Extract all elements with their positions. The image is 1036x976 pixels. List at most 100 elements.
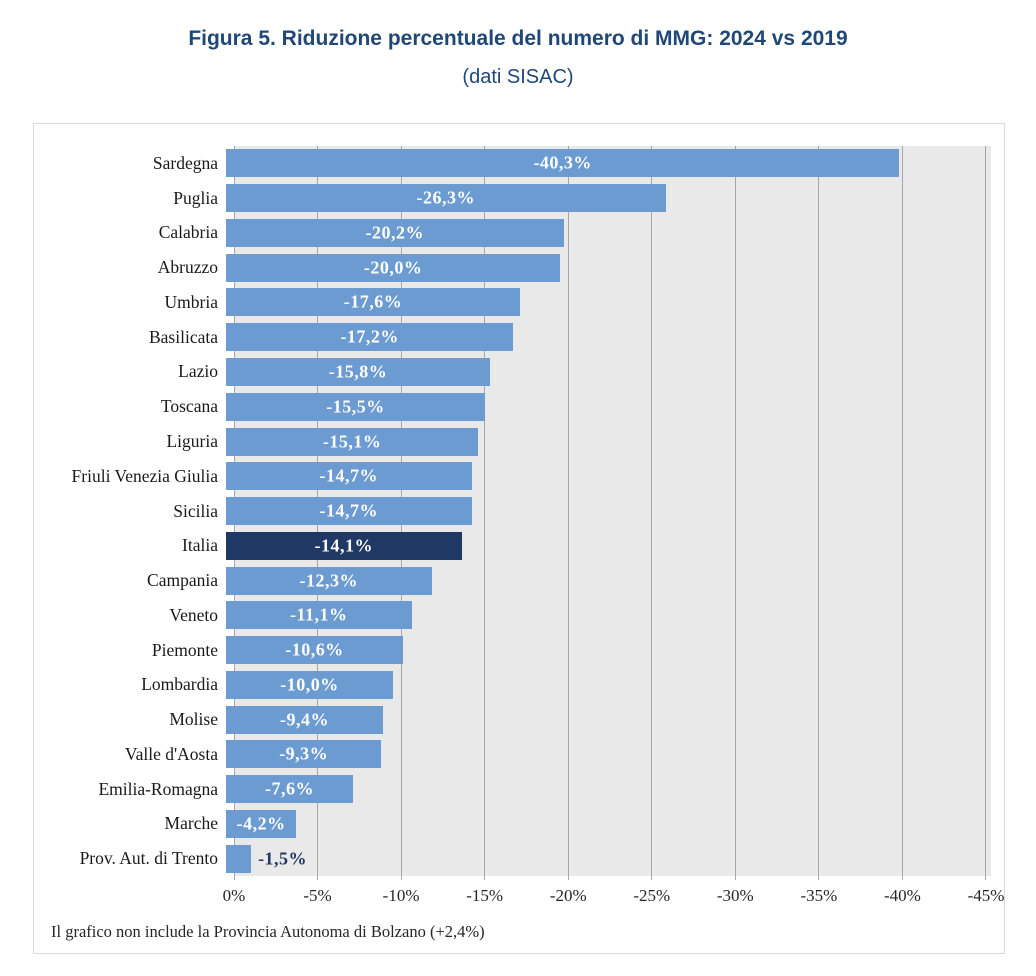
value-label: -26,3% [416,187,475,208]
axis-tick [567,876,569,880]
axis-tick [484,876,486,880]
x-axis-label--45%: -45% [967,886,1005,905]
value-label: -12,3% [299,570,358,591]
bar-track: -10,0% [226,670,991,699]
bar-row: Lazio -15,8% [34,355,991,390]
bar: -20,2% [226,218,564,247]
bar-track: -26,3% [226,184,991,213]
bar-track: -15,5% [226,392,991,421]
axis-tick [651,876,653,880]
bar-row: Lombardia -10,0% [34,667,991,702]
value-label: -15,1% [322,431,382,451]
bar: -20,0% [226,253,561,282]
bar-track: -20,2% [226,218,991,247]
bar: -26,3% [226,184,666,213]
value-label: -10,6% [285,639,344,660]
axis-tick [985,876,987,880]
chart-title: Figura 5. Riduzione percentuale del nume… [188,27,848,50]
bar-row: Emilia-Romagna -7,6% [34,772,991,807]
x-axis-label--15%: -15% [466,886,504,905]
bar-track: -11,1% [226,601,991,630]
bar: -10,6% [226,636,404,665]
axis-tick [317,876,319,880]
axis-tick [400,876,402,880]
value-label: -17,6% [343,291,403,312]
bar-row: Veneto -11,1% [34,598,991,633]
bar-row: Campania -12,3% [34,563,991,598]
bar-track: -15,1% [226,427,991,456]
value-label: -7,6% [265,778,314,799]
bar: -14,1% [226,531,462,560]
bar-track: -20,0% [226,253,991,282]
bar-row: Marche -4,2% [34,807,991,842]
value-label: -10,0% [280,674,339,695]
bar-track: -1,5% [226,844,991,873]
category-label: Campania [147,570,218,591]
value-label: -1,5% [258,848,308,869]
value-label: -14,1% [314,535,374,556]
gridline--25% [651,146,653,876]
bar-track: -12,3% [226,566,991,595]
bar-row: Puglia -26,3% [34,181,991,216]
bar-row: Friuli Venezia Giulia -14,7% [34,459,991,494]
chart-header: Figura 5. Riduzione percentuale del nume… [0,28,1036,89]
bar: -9,3% [226,740,382,769]
chart-subtitle: (dati SISAC) [462,66,574,88]
category-label: Prov. Aut. di Trento [79,848,218,869]
bar-row: Abruzzo -20,0% [34,250,991,285]
bar-track: -17,2% [226,323,991,352]
category-label: Piemonte [151,639,218,660]
bar: -4,2% [226,809,297,838]
bar: -40,3% [226,149,900,178]
bar [226,844,252,873]
gridline--15% [484,146,486,876]
category-label: Umbria [164,291,218,312]
value-label: -9,4% [280,709,330,730]
bar-track: -40,3% [226,149,991,178]
category-label: Valle d'Aosta [124,743,218,764]
bar-row: Liguria -15,1% [34,424,991,459]
category-label: Emilia-Romagna [98,778,218,799]
value-label: -40,3% [533,152,592,173]
bar-track: -14,7% [226,462,991,491]
category-label: Calabria [158,222,218,243]
bar-track: -7,6% [226,775,991,804]
x-axis-label-0%: 0% [222,886,246,905]
x-axis-label--35%: -35% [800,886,838,905]
category-label: Toscana [160,396,218,417]
value-label: -11,1% [289,604,348,625]
bar: -7,6% [226,775,353,804]
value-label: -20,0% [363,257,423,278]
value-label: -9,3% [279,743,329,764]
gridline--30% [734,146,736,876]
category-label: Sicilia [173,500,218,521]
bar-row: Prov. Aut. di Trento -1,5% [34,841,991,876]
bar: -15,1% [226,427,479,456]
category-label: Veneto [169,604,218,625]
bar-row: Molise -9,4% [34,702,991,737]
gridline--20% [567,146,569,876]
x-axis-label--30%: -30% [716,886,754,905]
bar: -14,7% [226,497,472,526]
chart-area: Sardegna -40,3% Puglia -26,3% Calabria -20,2%… [33,123,1005,954]
category-label: Puglia [173,187,218,208]
bar: -17,6% [226,288,521,317]
category-label: Liguria [166,431,218,451]
axis-tick [818,876,820,880]
bar: -15,5% [226,392,485,421]
bar-track: -4,2% [226,809,991,838]
axis-tick [734,876,736,880]
bar-track: -9,4% [226,705,991,734]
bar: -11,1% [226,601,412,630]
chart-footnote: Il grafico non include la Provincia Auto… [51,922,485,941]
bar-row: Toscana -15,5% [34,389,991,424]
value-label: -14,7% [319,500,379,521]
bar: -14,7% [226,462,472,491]
bar-row: Piemonte -10,6% [34,633,991,668]
bar-rows-container: Sardegna -40,3% Puglia -26,3% Calabria -20,2%… [34,146,991,876]
bar-track: -10,6% [226,636,991,665]
gridline--35% [818,146,820,876]
value-label: -17,2% [340,326,399,347]
bar-row: Valle d'Aosta -9,3% [34,737,991,772]
value-label: -4,2% [236,813,286,834]
